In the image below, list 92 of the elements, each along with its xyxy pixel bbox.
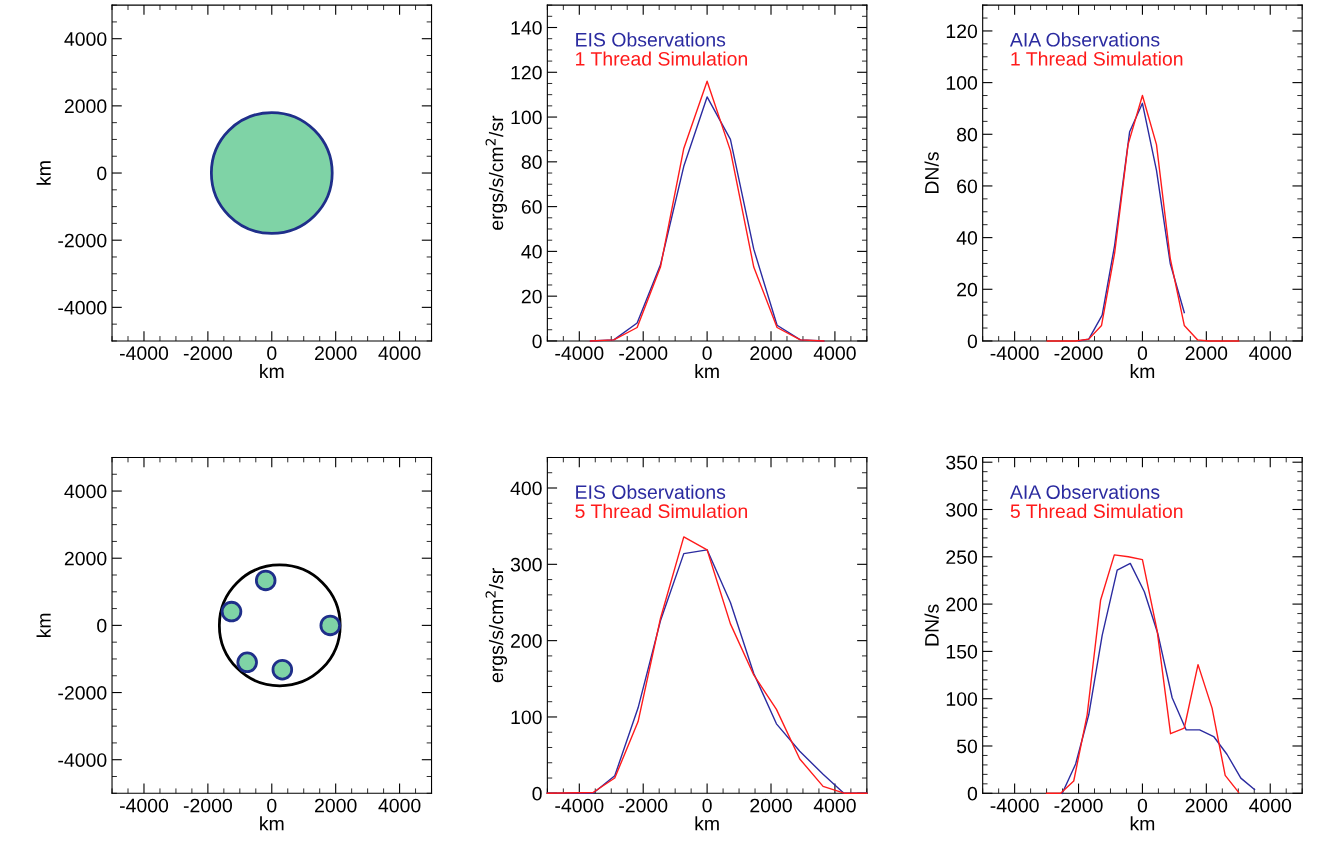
y-tick-label: 120 xyxy=(511,65,542,80)
y-tick-label: 250 xyxy=(946,550,978,565)
x-tick-label: -4000 xyxy=(990,798,1039,813)
x-tick-label: 2000 xyxy=(315,346,357,361)
text: 1 Thread Simulation xyxy=(1011,51,1183,66)
y-tick-label: 0 xyxy=(967,786,978,801)
text: 1 Thread Simulation xyxy=(576,51,747,66)
y-tick-label: 0 xyxy=(97,618,107,633)
x-tick-label: -2000 xyxy=(183,346,232,361)
x-tick-label: 4000 xyxy=(378,798,421,813)
y-tick-label: 350 xyxy=(946,455,978,470)
x-tick-label: -2000 xyxy=(619,798,668,813)
y-tick-label: 100 xyxy=(511,110,542,125)
x-axis-title: km xyxy=(260,363,284,379)
y-axis-title: km xyxy=(36,613,51,638)
x-tick-label: 0 xyxy=(267,346,277,361)
x-tick-label: 2000 xyxy=(315,798,357,813)
y-tick-label: 0 xyxy=(532,786,542,801)
x-tick-label: -4000 xyxy=(119,346,169,361)
series-label: 5 Thread Simulation xyxy=(575,503,747,519)
y-tick-label: -4000 xyxy=(58,300,107,315)
y-tick-label: 150 xyxy=(946,644,978,659)
x-tick-label: -2000 xyxy=(183,798,232,813)
y-tick-label: 200 xyxy=(946,597,978,612)
y-tick-label: 300 xyxy=(946,502,978,517)
x-tick-label: 4000 xyxy=(813,346,856,361)
y-tick-label: 120 xyxy=(946,24,978,39)
text: AIA Observations xyxy=(1009,484,1160,499)
x-axis-title: km xyxy=(695,816,719,831)
text: EIS Observations xyxy=(576,484,726,499)
y-tick-label: 60 xyxy=(957,179,978,194)
x-tick-label: 4000 xyxy=(813,798,856,813)
line-series xyxy=(1045,554,1240,794)
x-tick-label: 4000 xyxy=(378,346,421,361)
x-tick-label: 2000 xyxy=(750,798,792,813)
x-axis-title: km xyxy=(695,363,719,379)
y-tick-label: 100 xyxy=(946,692,978,706)
y-tick-label: 300 xyxy=(510,557,542,572)
x-axis-title: km xyxy=(1130,363,1155,379)
line-series xyxy=(1078,102,1185,342)
y-tick-label: 80 xyxy=(521,155,542,170)
y-tick-label: 80 xyxy=(957,127,978,142)
text: AIA Observations xyxy=(1009,32,1160,47)
x-tick-label: -4000 xyxy=(990,346,1039,361)
x-tick-label: -4000 xyxy=(555,798,604,813)
x-tick-label: 2000 xyxy=(750,346,792,361)
y-tick-label: 0 xyxy=(532,334,542,349)
y-tick-label: -2000 xyxy=(58,233,107,248)
y-tick-label: 2000 xyxy=(64,551,107,566)
x-axis-title: km xyxy=(1130,816,1155,831)
y-tick-label: 0 xyxy=(967,334,978,349)
y-tick-label: 0 xyxy=(97,166,107,181)
x-tick-label: 0 xyxy=(267,798,277,813)
y-tick-label: 4000 xyxy=(64,484,107,499)
y-tick-label: 2000 xyxy=(64,99,107,114)
line-series xyxy=(1046,94,1240,342)
y-tick-label: 100 xyxy=(946,76,978,90)
x-tick-label: 2000 xyxy=(1185,798,1228,813)
y-tick-label: 20 xyxy=(957,282,978,297)
y-tick-label: 200 xyxy=(511,634,542,648)
y-tick-label: 4000 xyxy=(64,32,107,46)
x-tick-label: 4000 xyxy=(1249,798,1292,813)
line-series xyxy=(1061,562,1256,794)
y-axis-title: ergs/s/cm$^{2}$/sr xyxy=(485,568,508,683)
y-tick-label: 40 xyxy=(521,244,542,259)
y-tick-label: 20 xyxy=(521,289,542,304)
x-tick-label: 2000 xyxy=(1185,346,1228,361)
x-tick-label: 0 xyxy=(702,798,712,813)
x-axis-title: km xyxy=(260,816,284,831)
x-tick-label: -4000 xyxy=(119,798,169,813)
x-tick-label: 0 xyxy=(1137,798,1148,813)
y-tick-label: 60 xyxy=(521,200,542,214)
y-axis-title: DN/s xyxy=(924,152,939,194)
text: EIS Observations xyxy=(576,32,726,47)
x-tick-label: -4000 xyxy=(555,346,604,361)
y-axis-title: km xyxy=(36,161,51,185)
x-tick-label: 0 xyxy=(702,346,712,361)
y-tick-label: 400 xyxy=(510,481,542,496)
x-tick-label: 4000 xyxy=(1249,346,1292,361)
y-tick-label: 100 xyxy=(511,710,542,725)
y-tick-label: -4000 xyxy=(58,753,107,767)
y-tick-label: 40 xyxy=(956,231,978,245)
y-axis-title: DN/s xyxy=(924,604,939,646)
x-tick-label: 0 xyxy=(1137,346,1148,361)
y-axis-title: ergs/s/cm$^{2}$/sr xyxy=(485,115,508,230)
text: 5 Thread Simulation xyxy=(1010,503,1183,519)
y-tick-label: 140 xyxy=(511,20,542,35)
x-tick-label: -2000 xyxy=(1054,798,1103,813)
x-tick-label: -2000 xyxy=(1054,346,1103,361)
y-tick-label: -2000 xyxy=(58,686,107,700)
y-tick-label: 50 xyxy=(956,739,978,754)
x-tick-label: -2000 xyxy=(619,346,668,361)
